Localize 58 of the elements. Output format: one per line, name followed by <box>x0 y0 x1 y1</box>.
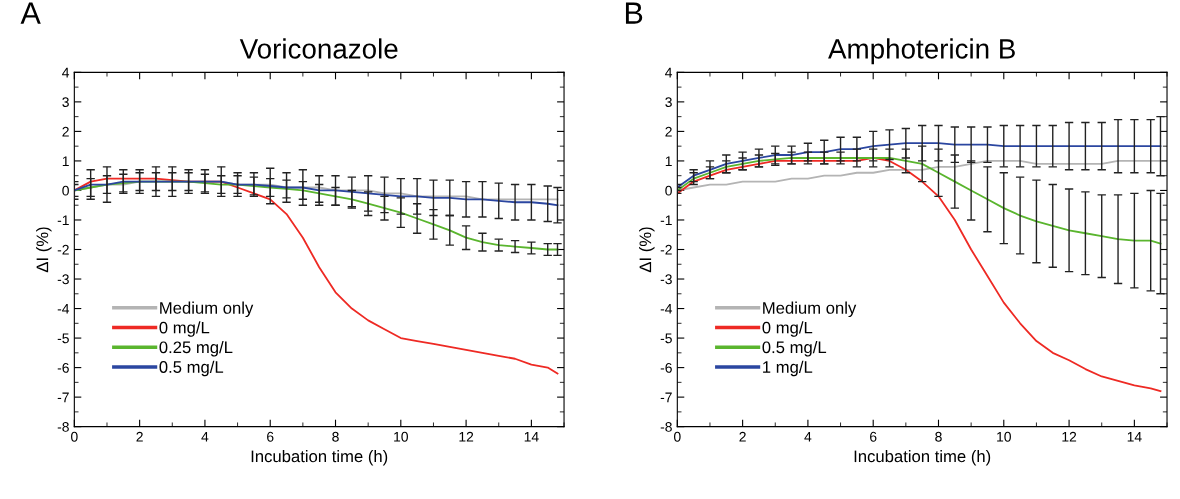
x-axis-title: Incubation time (h) <box>854 450 991 466</box>
y-tick-label: -6 <box>660 362 672 373</box>
y-tick-label: 0 <box>665 185 672 196</box>
legend-label: 0.5 mg/L <box>762 340 827 357</box>
x-tick-label: 8 <box>935 431 942 442</box>
x-tick-label: 8 <box>332 431 339 442</box>
legend-label: 0.25 mg/L <box>159 340 233 357</box>
legend-label: 0.5 mg/L <box>159 360 224 377</box>
legend-label: 1 mg/L <box>763 360 813 377</box>
y-tick-label: 4 <box>62 67 70 78</box>
y-tick-label: -1 <box>57 215 69 226</box>
x-tick-label: 14 <box>1127 432 1142 442</box>
x-tick-label: 2 <box>136 431 143 442</box>
y-tick-label: 1 <box>62 156 69 166</box>
x-tick-label: 14 <box>524 432 539 442</box>
x-tick-label: 4 <box>201 432 209 442</box>
x-tick-label: 2 <box>739 431 746 442</box>
y-tick-label: 3 <box>62 97 69 108</box>
y-tick-label: -4 <box>57 304 70 314</box>
x-axis-title: Incubation time (h) <box>251 450 388 466</box>
y-tick-label: 1 <box>665 156 672 166</box>
y-tick-label: -6 <box>57 362 69 373</box>
x-tick-label: 0 <box>71 431 78 442</box>
y-tick-label: -7 <box>660 392 672 403</box>
y-tick-label: -8 <box>57 421 69 432</box>
y-tick-label: -8 <box>660 421 672 432</box>
y-tick-label: 2 <box>62 126 69 137</box>
y-axis-title: ΔI (%) <box>36 227 52 273</box>
y-axis-title: ΔI (%) <box>639 227 655 273</box>
y-tick-label: 2 <box>665 126 672 137</box>
y-tick-label: -2 <box>57 244 69 255</box>
y-tick-label: -3 <box>660 274 672 285</box>
y-tick-label: -5 <box>57 333 69 344</box>
x-tick-label: 6 <box>870 431 877 442</box>
x-tick-label: 10 <box>394 431 408 442</box>
legend-label: Medium only <box>763 301 857 318</box>
legend-label: Medium only <box>160 301 254 318</box>
chart-title: Amphotericin B <box>828 38 1015 65</box>
x-tick-label: 4 <box>804 432 812 442</box>
legend-label: 0 mg/L <box>762 321 813 337</box>
x-tick-label: 10 <box>997 431 1011 442</box>
text: B <box>625 2 643 24</box>
y-tick-label: -3 <box>57 274 69 285</box>
legend-label: 0 mg/L <box>159 321 210 337</box>
x-tick-label: 12 <box>1062 431 1077 442</box>
y-tick-label: 0 <box>62 185 69 196</box>
text: A <box>20 2 41 24</box>
y-tick-label: -2 <box>660 244 672 255</box>
chart-title: Voriconazole <box>239 38 398 59</box>
x-tick-label: 12 <box>459 431 474 442</box>
y-tick-label: 3 <box>665 97 672 108</box>
y-tick-label: -1 <box>660 215 672 226</box>
x-tick-label: 6 <box>267 431 274 442</box>
y-tick-label: -7 <box>57 392 69 403</box>
y-tick-label: -5 <box>660 333 672 344</box>
y-tick-label: 4 <box>665 67 673 78</box>
x-tick-label: 0 <box>674 431 681 442</box>
y-tick-label: -4 <box>660 304 673 314</box>
